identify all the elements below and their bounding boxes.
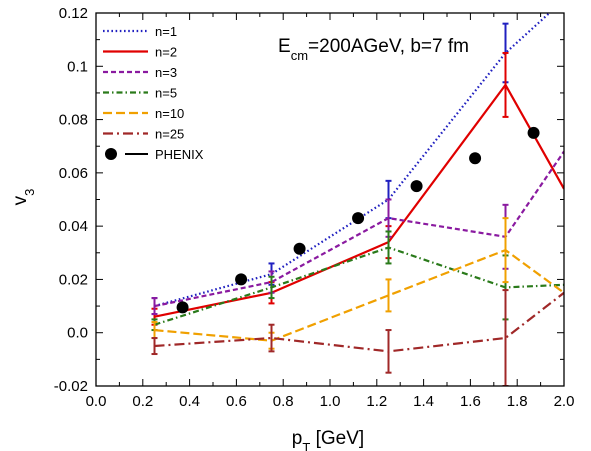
x-tick-label: 0.4 [179, 393, 200, 410]
x-tick-label: 1.4 [413, 393, 434, 410]
x-tick-label: 2.0 [554, 393, 575, 410]
phenix-data-point [235, 273, 248, 286]
annotation-energy: Ecm=200AGeV, b=7 fm [278, 36, 469, 63]
y-tick-label: -0.02 [54, 378, 88, 395]
x-tick-label: 0.8 [273, 393, 294, 410]
y-tick-label: 0.12 [59, 5, 88, 22]
phenix-data-point [293, 242, 306, 255]
x-tick-label: 0.6 [226, 393, 247, 410]
y-tick-label: 0.02 [59, 271, 88, 288]
x-tick-label: 0.2 [132, 393, 153, 410]
legend-label: n=3 [155, 65, 177, 80]
legend-label: n=5 [155, 86, 177, 101]
annotation-e: E [278, 36, 291, 57]
y-axis-title-sub: 3 [22, 189, 37, 196]
x-tick-label: 1.6 [460, 393, 481, 410]
series-layer [151, 13, 564, 386]
x-axis-title: pT [GeV] [292, 428, 364, 451]
legend: n=1 n=2 n=3 n=5 n=10 n=25 PHENIX [103, 24, 204, 162]
y-axis-title-main: v [10, 195, 31, 205]
y-tick-label: 0.06 [59, 165, 88, 182]
legend-label: PHENIX [155, 147, 204, 162]
legend-label: n=25 [155, 127, 184, 142]
y-tick-label: 0.1 [67, 58, 88, 75]
phenix-data-point [410, 180, 423, 193]
phenix-data-point [352, 212, 365, 225]
x-tick-label: 1.0 [320, 393, 341, 410]
x-tick-label: 0.0 [86, 393, 107, 410]
y-tick-label: 0.08 [59, 112, 88, 129]
phenix-data-point [527, 126, 540, 139]
series-line-n-1 [154, 13, 552, 308]
y-tick-label: 0.0 [67, 325, 88, 342]
x-axis-title-suffix: [GeV] [310, 428, 364, 449]
x-axis-title-sub: T [302, 440, 310, 451]
phenix-data-point [469, 152, 482, 165]
phenix-data-point [176, 301, 189, 314]
y-axis-title: v3 [10, 189, 37, 206]
legend-label: n=10 [155, 106, 184, 121]
x-axis-title-main: p [292, 428, 303, 449]
y-tick-label: 0.04 [59, 218, 88, 235]
legend-label: n=1 [155, 24, 177, 39]
x-tick-label: 1.8 [507, 393, 528, 410]
annotation-rest: =200AGeV, b=7 fm [308, 36, 469, 57]
plot-frame [95, 12, 565, 387]
annotation-sub: cm [291, 48, 308, 63]
ticks-layer: 0.0 0.2 0.4 0.6 0.8 1.0 1.2 1.4 1.6 1.8 2.0-0.020.… [54, 5, 575, 410]
legend-label: n=2 [155, 45, 177, 60]
x-tick-label: 1.2 [366, 393, 387, 410]
legend-marker-phenix [105, 148, 117, 160]
